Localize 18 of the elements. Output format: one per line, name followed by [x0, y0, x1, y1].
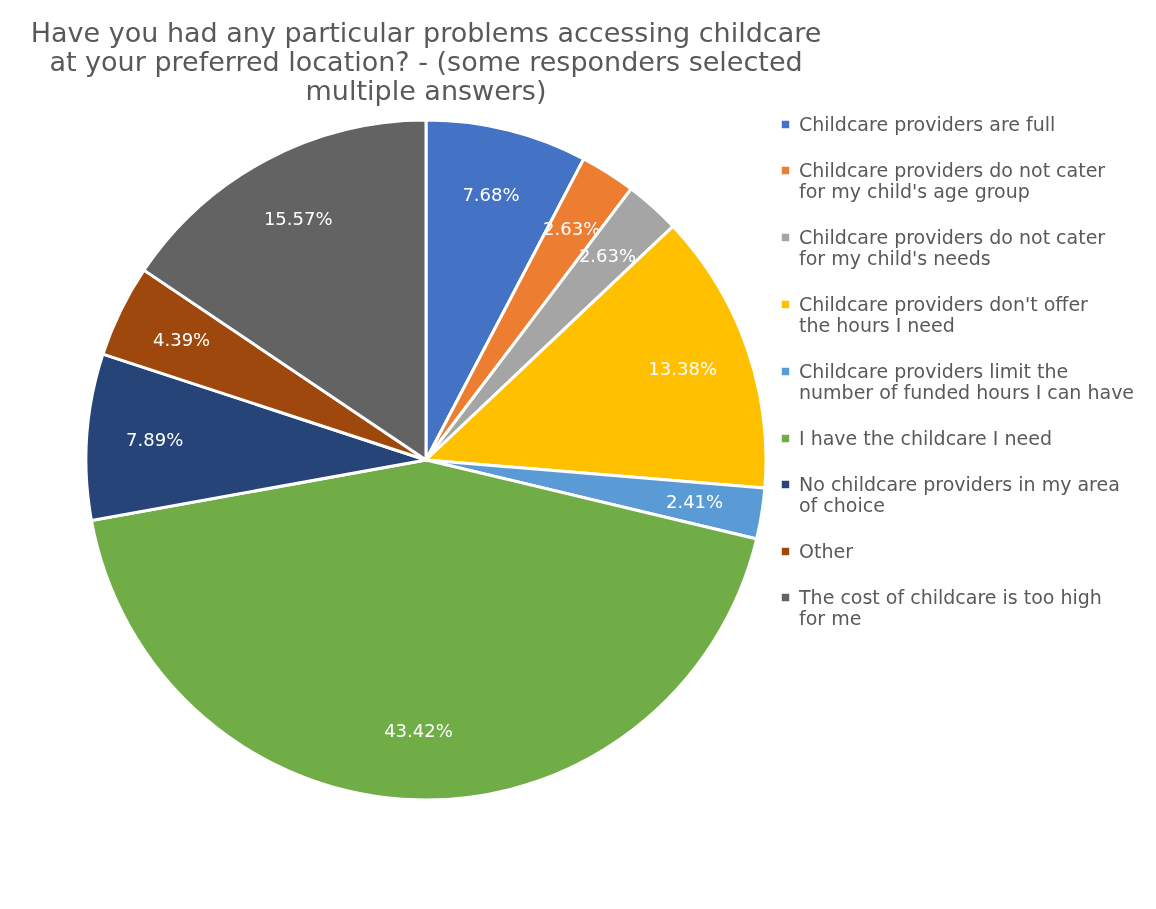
legend-label: The cost of childcare is too high for me — [798, 585, 1102, 629]
legend-label: Other — [799, 539, 854, 562]
data-label: 13.38% — [648, 357, 717, 379]
data-label: 2.41% — [665, 490, 724, 512]
legend-label: Childcare providers are full — [799, 112, 1056, 135]
legend-label: No childcare providers in my area of choice — [799, 472, 1120, 516]
legend-label: I have the childcare I need — [799, 426, 1052, 449]
legend-label: Childcare providers do not cater for my child's needs — [799, 225, 1106, 269]
legend-label: Childcare providers limit the number of funded hours I can have — [799, 359, 1135, 403]
legend-label: Childcare providers do not cater for my child's age group — [799, 158, 1106, 202]
data-label: 4.39% — [153, 328, 211, 350]
legend-label: Childcare providers don't offer the hours I need — [799, 292, 1089, 336]
data-label: 15.57% — [263, 207, 333, 229]
chart-title: Have you had any particular problems accessing childcare at your preferred location? - (some responders selected multiple answers) — [30, 17, 822, 106]
data-label: 43.42% — [384, 719, 453, 741]
data-label: 2.63% — [578, 245, 637, 267]
data-label: 7.68% — [462, 183, 520, 205]
data-label: 7.89% — [126, 429, 184, 451]
